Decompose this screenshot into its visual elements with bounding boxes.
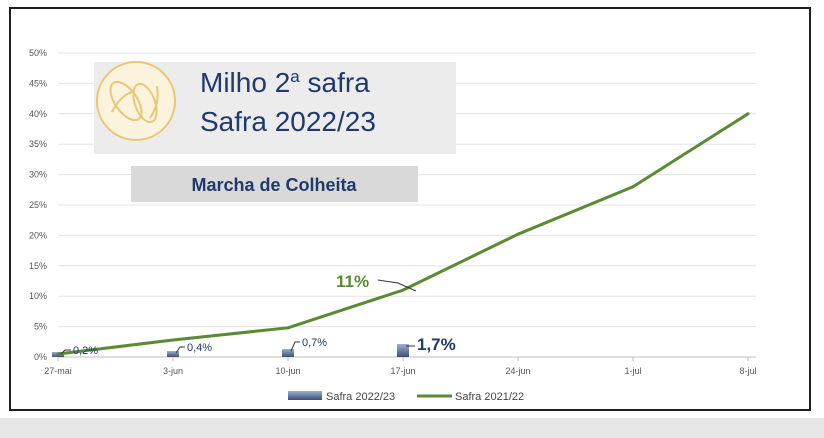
legend: Safra 2022/23 Safra 2021/22 [288,391,524,403]
y-tick-label: 25% [29,200,47,210]
title-box: Milho 2a safra Safra 2022/23 [94,61,456,154]
y-axis: 0% 5% 10% 15% 20% 25% 30% 35% 40% 45% 50% [29,48,47,362]
subtitle-text: Marcha de Colheita [191,175,357,195]
bar [282,349,294,357]
title-line-1: Milho 2a safra [200,67,370,98]
subtitle-bg [131,166,418,202]
line-point [516,232,520,236]
bar-value-label: 0,7% [302,337,327,349]
bar-value-label: 0,4% [187,342,212,354]
bar [397,344,409,357]
y-tick-label: 30% [29,170,47,180]
bar-labels: 0,2% 0,4% 0,7% 1,7% [60,335,456,357]
x-tick-label: 8-jul [739,366,756,376]
y-tick-label: 40% [29,109,47,119]
x-tick-label: 17-jun [390,366,415,376]
line-callout: 11% [336,272,417,292]
bottom-strip [0,418,824,438]
line-point [56,352,60,356]
line-callout-leader [377,279,417,292]
bar-label-leader [60,349,71,355]
bar [167,351,179,357]
corn-icon [96,61,176,141]
bar-value-label: 0,2% [73,345,98,357]
legend-label-line: Safra 2021/22 [455,391,524,403]
bar-label-leader [290,341,300,352]
subtitle-box: Marcha de Colheita [131,166,418,202]
x-tick-label: 10-jun [275,366,300,376]
y-tick-label: 5% [34,322,47,332]
line-point [631,185,635,189]
line-series [56,112,750,356]
y-tick-label: 50% [29,48,47,58]
legend-label-bar: Safra 2022/23 [326,391,395,403]
bar-series [52,344,409,357]
title-line-2: Safra 2022/23 [200,106,376,137]
bar-value-label: 1,7% [417,335,456,354]
bar-label-leader [175,346,185,354]
y-tick-label: 35% [29,139,47,149]
y-tick-label: 0% [34,352,47,362]
legend-swatch-bar [288,391,322,400]
x-tick-label: 3-jun [163,366,183,376]
x-tick-label: 1-jul [624,366,641,376]
line-point [401,288,405,292]
line-point [746,112,750,116]
x-tick-label: 27-mai [44,366,72,376]
x-axis: 27-mai 3-jun 10-jun 17-jun 24-jun 1-jul 8-jul [44,357,757,376]
y-tick-label: 10% [29,291,47,301]
y-tick-label: 20% [29,230,47,240]
y-tick-label: 15% [29,261,47,271]
line-point [171,338,175,342]
x-tick-label: 24-jun [505,366,530,376]
y-tick-label: 45% [29,78,47,88]
line-callout-label: 11% [336,272,369,291]
line-point [286,326,290,330]
